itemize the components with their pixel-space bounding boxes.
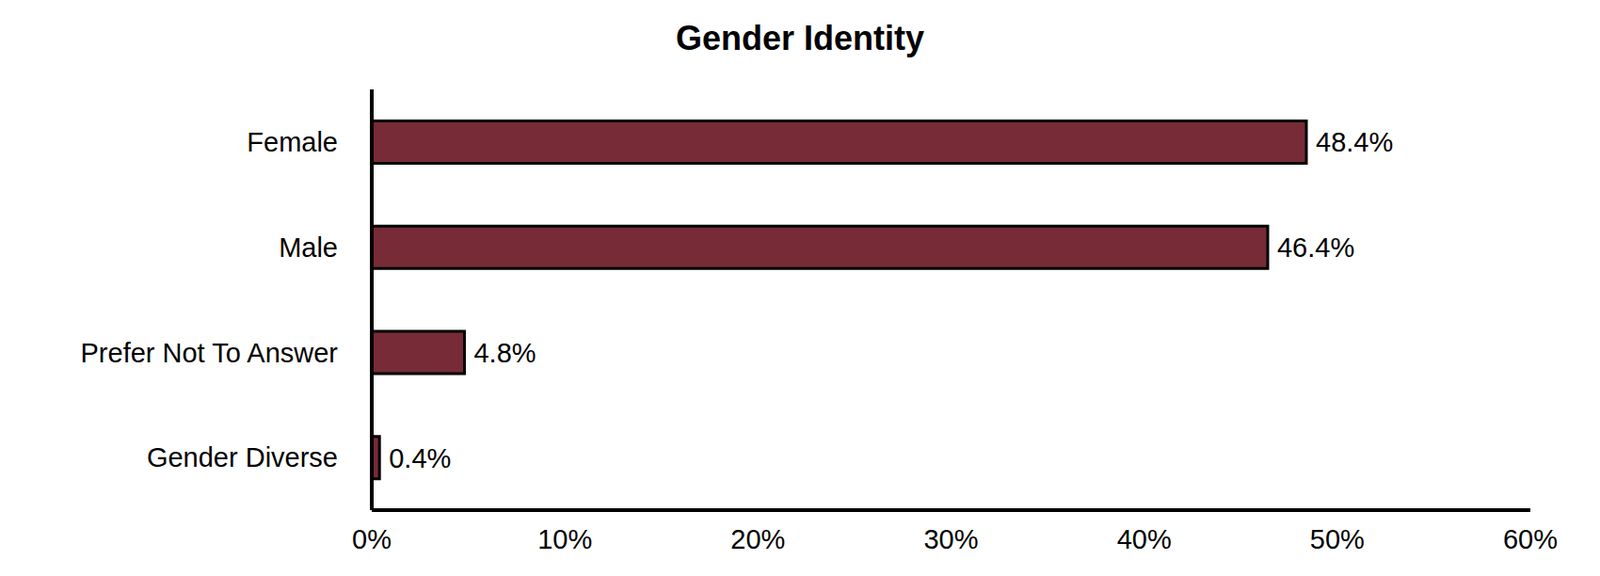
- svg-text:40%: 40%: [1117, 524, 1172, 555]
- svg-text:48.4%: 48.4%: [1315, 127, 1393, 158]
- svg-text:30%: 30%: [923, 524, 978, 555]
- svg-text:10%: 10%: [537, 524, 592, 555]
- svg-text:4.8%: 4.8%: [473, 337, 536, 368]
- svg-text:20%: 20%: [730, 524, 785, 555]
- svg-text:Male: Male: [278, 232, 338, 263]
- svg-text:Female: Female: [246, 127, 338, 158]
- svg-text:60%: 60%: [1503, 524, 1558, 555]
- html-text:Gender Identity: Gender Identity: [675, 18, 925, 58]
- svg-text:0%: 0%: [352, 524, 392, 555]
- svg-text:46.4%: 46.4%: [1277, 232, 1355, 263]
- svg-text:0.4%: 0.4%: [388, 443, 451, 474]
- svg-text:Prefer Not To Answer: Prefer Not To Answer: [80, 337, 339, 368]
- svg-text:Gender Diverse: Gender Diverse: [146, 442, 338, 473]
- svg-text:50%: 50%: [1310, 524, 1365, 555]
